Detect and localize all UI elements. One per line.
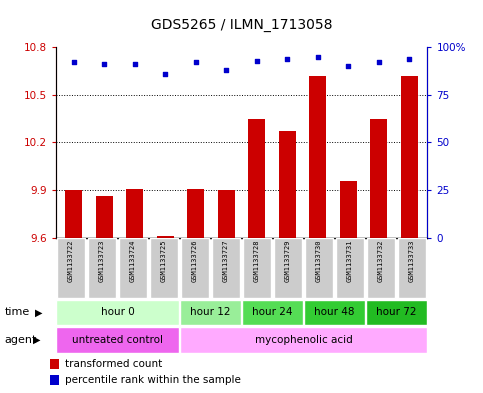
Point: [161, 71, 169, 77]
Bar: [57, 300, 179, 325]
Bar: [274, 239, 302, 298]
Bar: [57, 239, 85, 298]
Text: mycophenolic acid: mycophenolic acid: [255, 335, 353, 345]
Text: GDS5265 / ILMN_1713058: GDS5265 / ILMN_1713058: [151, 18, 332, 32]
Bar: [96, 196, 113, 238]
Text: GSM1133723: GSM1133723: [99, 240, 105, 282]
Bar: [242, 300, 302, 325]
Bar: [370, 119, 387, 238]
Bar: [279, 131, 296, 238]
Bar: [150, 239, 178, 298]
Point: [100, 61, 108, 68]
Point: [314, 53, 322, 60]
Text: GSM1133733: GSM1133733: [409, 240, 415, 282]
Bar: [336, 239, 364, 298]
Bar: [127, 189, 143, 238]
Bar: [66, 190, 82, 238]
Bar: [181, 327, 426, 353]
Bar: [243, 239, 271, 298]
Bar: [50, 359, 59, 369]
Text: GSM1133730: GSM1133730: [316, 240, 322, 282]
Bar: [367, 300, 426, 325]
Point: [253, 57, 261, 64]
Text: GSM1133725: GSM1133725: [161, 240, 167, 282]
Text: agent: agent: [5, 335, 37, 345]
Text: hour 0: hour 0: [100, 307, 134, 318]
Text: untreated control: untreated control: [72, 335, 163, 345]
Bar: [367, 239, 395, 298]
Bar: [50, 375, 59, 385]
Point: [405, 55, 413, 62]
Text: transformed count: transformed count: [65, 358, 162, 369]
Bar: [187, 189, 204, 238]
Bar: [88, 239, 116, 298]
Bar: [181, 300, 241, 325]
Text: hour 48: hour 48: [314, 307, 355, 318]
Text: GSM1133731: GSM1133731: [347, 240, 353, 282]
Text: hour 12: hour 12: [190, 307, 231, 318]
Point: [375, 59, 383, 66]
Text: GSM1133729: GSM1133729: [285, 240, 291, 282]
Bar: [305, 239, 333, 298]
Bar: [119, 239, 147, 298]
Bar: [248, 119, 265, 238]
Bar: [304, 300, 365, 325]
Text: ▶: ▶: [33, 335, 41, 345]
Text: GSM1133722: GSM1133722: [68, 240, 74, 282]
Point: [131, 61, 139, 68]
Point: [222, 67, 230, 73]
Bar: [398, 239, 426, 298]
Point: [192, 59, 199, 66]
Text: GSM1133724: GSM1133724: [130, 240, 136, 282]
Bar: [401, 76, 417, 238]
Bar: [181, 239, 209, 298]
Point: [344, 63, 352, 69]
Bar: [340, 180, 356, 238]
Text: hour 72: hour 72: [376, 307, 417, 318]
Bar: [157, 236, 174, 238]
Point: [70, 59, 78, 66]
Text: GSM1133727: GSM1133727: [223, 240, 229, 282]
Text: GSM1133726: GSM1133726: [192, 240, 198, 282]
Bar: [57, 327, 179, 353]
Text: GSM1133732: GSM1133732: [378, 240, 384, 282]
Text: percentile rank within the sample: percentile rank within the sample: [65, 375, 241, 385]
Point: [284, 55, 291, 62]
Bar: [212, 239, 240, 298]
Text: hour 24: hour 24: [252, 307, 293, 318]
Text: ▶: ▶: [35, 307, 43, 318]
Bar: [218, 190, 235, 238]
Bar: [309, 76, 326, 238]
Text: time: time: [5, 307, 30, 318]
Text: GSM1133728: GSM1133728: [254, 240, 260, 282]
